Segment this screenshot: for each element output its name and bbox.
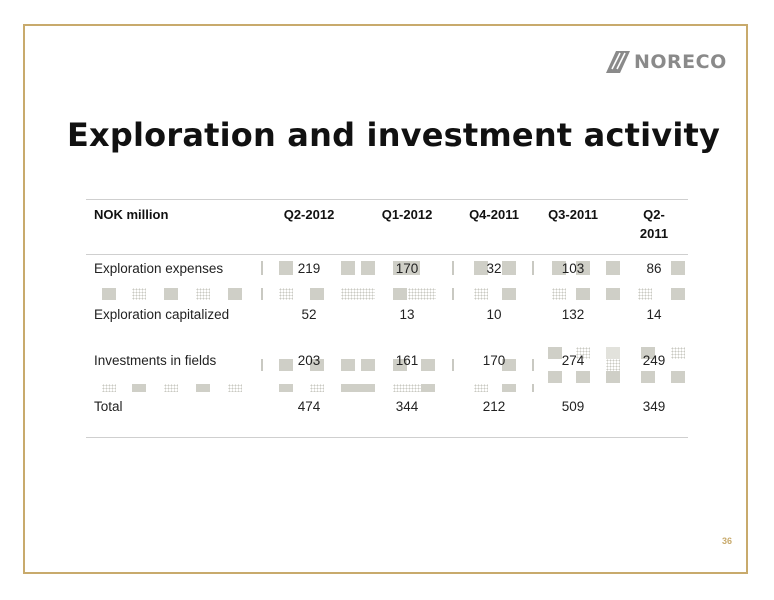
slide-title: Exploration and investment activity	[67, 116, 721, 154]
row-label-exploration-capitalized: Exploration capitalized	[94, 307, 230, 322]
table-cell: 103	[561, 261, 585, 276]
row-label-total: Total	[94, 399, 123, 414]
table-cell: 219	[297, 261, 321, 276]
table-cell: 14	[646, 307, 662, 322]
table-cell: 52	[301, 307, 317, 322]
table-cell: 344	[395, 399, 419, 414]
column-header-q2-2012: Q2-2012	[283, 207, 335, 222]
table-cell: 132	[561, 307, 585, 322]
table-cell: 170	[482, 353, 506, 368]
row-label-exploration-expenses: Exploration expenses	[94, 261, 224, 276]
table-top-rule	[86, 199, 688, 200]
row-label-investments-in-fields: Investments in fields	[94, 353, 217, 368]
logo-wordmark: NORECO	[634, 51, 727, 73]
activity-table: NOK million Q2-2012 Q1-2012 Q4-2011 Q3-2…	[86, 199, 688, 439]
table-cell: 10	[486, 307, 502, 322]
table-cell: 32	[486, 261, 502, 276]
page-number: 36	[722, 536, 733, 546]
column-header-q1-2012: Q1-2012	[381, 207, 433, 222]
column-header-q3-2011: Q3-2011	[548, 207, 598, 222]
noreco-logo-icon	[606, 51, 630, 73]
column-header-q4-2011: Q4-2011	[469, 207, 519, 222]
table-cell: 474	[297, 399, 321, 414]
noreco-logo: NORECO	[606, 51, 727, 73]
table-bottom-rule	[86, 437, 688, 438]
table-cell: 170	[395, 261, 419, 276]
column-header-unit: NOK million	[94, 207, 169, 222]
table-cell: 161	[395, 353, 419, 368]
column-header-q2-2011: Q2- 2011	[624, 205, 684, 243]
table-cell: 203	[297, 353, 321, 368]
table-cell: 212	[482, 399, 506, 414]
table-cell: 86	[646, 261, 662, 276]
table-cell: 13	[399, 307, 415, 322]
table-cell: 249	[642, 353, 666, 368]
table-cell: 349	[642, 399, 666, 414]
table-cell: 274	[561, 353, 585, 368]
header-rule	[86, 254, 688, 255]
column-header-q2-2011-line-1: Q2-	[643, 207, 665, 222]
table-cell: 509	[561, 399, 585, 414]
column-header-q2-2011-line-2: 2011	[639, 226, 669, 241]
